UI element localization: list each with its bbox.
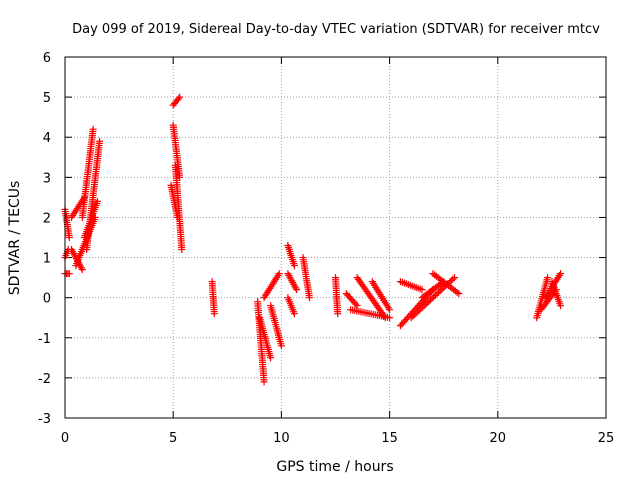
data-point (78, 266, 86, 274)
data-point (418, 286, 426, 294)
data-point (93, 197, 101, 205)
data-point (260, 378, 268, 386)
data-point (412, 309, 420, 317)
data-point (453, 288, 461, 296)
data-point (447, 277, 455, 285)
data-point (418, 303, 426, 311)
x-axis-label: GPS time / hours (276, 459, 393, 475)
x-tick-label: 5 (169, 431, 177, 446)
data-point (431, 291, 439, 299)
y-tick-label: -3 (38, 412, 51, 427)
y-tick-label: 5 (43, 91, 51, 106)
chart-title: Day 099 of 2019, Sidereal Day-to-day VTE… (72, 22, 600, 37)
data-point (438, 285, 446, 293)
data-point (455, 290, 463, 298)
data-point (414, 308, 422, 316)
data-point (381, 314, 389, 322)
data-point (210, 310, 218, 318)
data-point (407, 314, 415, 322)
data-point (174, 95, 182, 103)
data-point (430, 293, 438, 301)
data-point (544, 274, 552, 282)
data-point (410, 311, 418, 319)
data-point (65, 270, 73, 278)
data-point (96, 137, 104, 145)
data-point (428, 294, 436, 302)
data-point (306, 294, 314, 302)
data-point (277, 342, 285, 350)
data-point (436, 287, 444, 295)
data-point (451, 274, 459, 282)
y-tick-label: -1 (38, 332, 51, 347)
data-points (61, 93, 565, 386)
x-tick-label: 15 (381, 431, 398, 446)
y-axis-label: SDTVAR / TECUs (7, 181, 23, 296)
data-point (417, 305, 425, 313)
y-tick-label: 1 (43, 252, 51, 267)
data-point (433, 290, 441, 298)
x-tick-label: 0 (61, 431, 69, 446)
plot-border (64, 56, 607, 419)
y-tick-label: 2 (43, 211, 51, 226)
data-point (557, 270, 565, 278)
data-point (290, 262, 298, 270)
data-point (422, 300, 430, 308)
data-point (89, 125, 97, 133)
grid-lines (65, 57, 606, 418)
data-point (176, 93, 184, 101)
data-point (439, 284, 447, 292)
data-point (178, 246, 186, 254)
data-point (290, 310, 298, 318)
data-point (174, 213, 182, 221)
data-point (267, 354, 275, 362)
data-point (65, 234, 73, 241)
data-point (176, 173, 184, 181)
y-tick-label: 6 (43, 51, 51, 66)
x-tick-label: 20 (490, 431, 507, 446)
y-tick-label: 3 (43, 171, 51, 186)
data-point (426, 296, 434, 304)
data-point (423, 299, 431, 307)
y-tick-label: 4 (43, 131, 51, 146)
x-tick-label: 10 (273, 431, 290, 446)
data-point (386, 306, 394, 314)
data-point (409, 312, 417, 320)
data-point (334, 310, 342, 318)
data-point (415, 306, 423, 314)
y-tick-label: -2 (38, 372, 51, 387)
data-point (293, 286, 301, 294)
data-point (275, 270, 283, 278)
data-point (449, 275, 457, 283)
tick-labels: 0 5 10 15 20 25 -3 -2 -1 0 1 2 3 4 5 6 (38, 51, 614, 446)
data-point (420, 302, 428, 310)
data-point (434, 288, 442, 296)
data-point (557, 302, 565, 310)
y-tick-label: 0 (43, 292, 51, 307)
x-tick-label: 25 (598, 431, 615, 446)
data-point (352, 300, 360, 308)
data-point (425, 297, 433, 305)
